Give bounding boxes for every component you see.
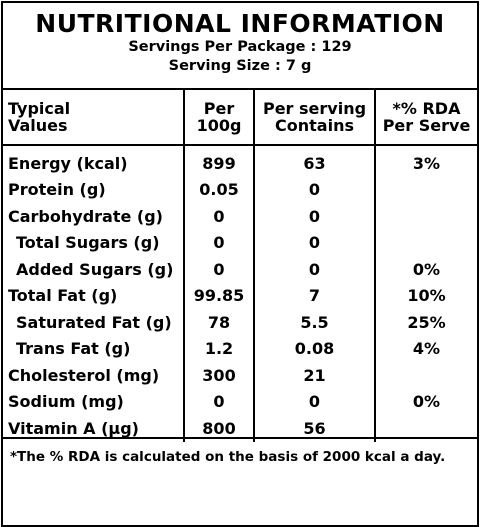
table-row: Added Sugars (g) 0 0 0% bbox=[3, 256, 477, 283]
table-row: Total Fat (g) 99.85 7 10% bbox=[3, 282, 477, 309]
table-row: Cholesterol (mg) 300 21 bbox=[3, 362, 477, 389]
table-row: Sodium (mg) 0 0 0% bbox=[3, 388, 477, 415]
panel-title: NUTRITIONAL INFORMATION bbox=[35, 9, 445, 38]
nutrient-label: Carbohydrate (g) bbox=[3, 203, 185, 230]
serving-size: Serving Size : 7 g bbox=[168, 58, 312, 74]
nutrient-label: Cholesterol (mg) bbox=[3, 362, 185, 389]
per-serving-value: 0.08 bbox=[254, 335, 376, 362]
rda-value bbox=[375, 177, 477, 204]
per-serving-value: 0 bbox=[254, 203, 376, 230]
nutrient-label: Added Sugars (g) bbox=[3, 256, 185, 283]
per-100g-value: 99.85 bbox=[184, 282, 255, 309]
nutrient-label: Energy (kcal) bbox=[3, 145, 185, 177]
per-100g-value: 0.05 bbox=[184, 176, 255, 203]
col-header-per-serving: Per serving Contains bbox=[254, 90, 376, 146]
rda-value: 0% bbox=[412, 392, 441, 412]
per-100g-value: 78 bbox=[184, 309, 255, 336]
nutrient-label: Saturated Fat (g) bbox=[3, 309, 185, 336]
servings-per-package: Servings Per Package : 129 bbox=[128, 39, 352, 55]
per-serving-value: 5.5 bbox=[254, 309, 376, 336]
rda-value bbox=[375, 230, 477, 257]
rda-value bbox=[375, 362, 477, 389]
table-row: Carbohydrate (g) 0 0 bbox=[3, 203, 477, 230]
rda-value: 3% bbox=[412, 153, 441, 173]
per-serving-value: 0 bbox=[254, 229, 376, 256]
rda-value: 25% bbox=[407, 312, 446, 332]
col-header-rda: *% RDA Per Serve bbox=[375, 90, 477, 146]
table-row: Protein (g) 0.05 0 bbox=[3, 176, 477, 204]
nutrient-label: Protein (g) bbox=[3, 176, 185, 203]
rda-value: 4% bbox=[412, 339, 441, 359]
table-row: Saturated Fat (g) 78 5.5 25% bbox=[3, 309, 477, 336]
per-serving-value: 0 bbox=[254, 176, 376, 203]
per-100g-value: 0 bbox=[184, 256, 255, 283]
per-serving-value: 0 bbox=[254, 256, 376, 283]
per-serving-value: 21 bbox=[254, 362, 376, 389]
per-serving-value: 7 bbox=[254, 282, 376, 309]
per-100g-value: 1.2 bbox=[184, 335, 255, 362]
rda-footnote: *The % RDA is calculated on the basis of… bbox=[3, 437, 477, 475]
col-header-per-100g: Per 100g bbox=[184, 90, 255, 146]
rda-value bbox=[375, 203, 477, 230]
per-100g-value: 899 bbox=[184, 145, 255, 177]
per-100g-value: 0 bbox=[184, 229, 255, 256]
per-serving-value: 63 bbox=[254, 145, 376, 177]
table-row: Trans Fat (g) 1.2 0.08 4% bbox=[3, 335, 477, 362]
table-row: Energy (kcal) 899 63 3% bbox=[3, 145, 477, 177]
per-100g-value: 0 bbox=[184, 388, 255, 415]
nutrient-label: Total Fat (g) bbox=[3, 282, 185, 309]
col-header-typical-values: Typical Values bbox=[3, 90, 185, 146]
table-row: Total Sugars (g) 0 0 bbox=[3, 229, 477, 257]
rda-value: 10% bbox=[407, 286, 446, 306]
nutrient-label: Total Sugars (g) bbox=[3, 229, 185, 256]
rda-value: 0% bbox=[412, 259, 441, 279]
panel-header: NUTRITIONAL INFORMATION Servings Per Pac… bbox=[3, 3, 477, 90]
per-serving-value: 0 bbox=[254, 388, 376, 415]
nutrition-table: Typical Values Per 100g Per serving Contain… bbox=[3, 90, 477, 442]
per-100g-value: 300 bbox=[184, 362, 255, 389]
per-100g-value: 0 bbox=[184, 203, 255, 230]
nutrient-label: Sodium (mg) bbox=[3, 388, 185, 415]
table-header-row: Typical Values Per 100g Per serving Contain… bbox=[3, 90, 477, 146]
nutrient-label: Trans Fat (g) bbox=[3, 335, 185, 362]
